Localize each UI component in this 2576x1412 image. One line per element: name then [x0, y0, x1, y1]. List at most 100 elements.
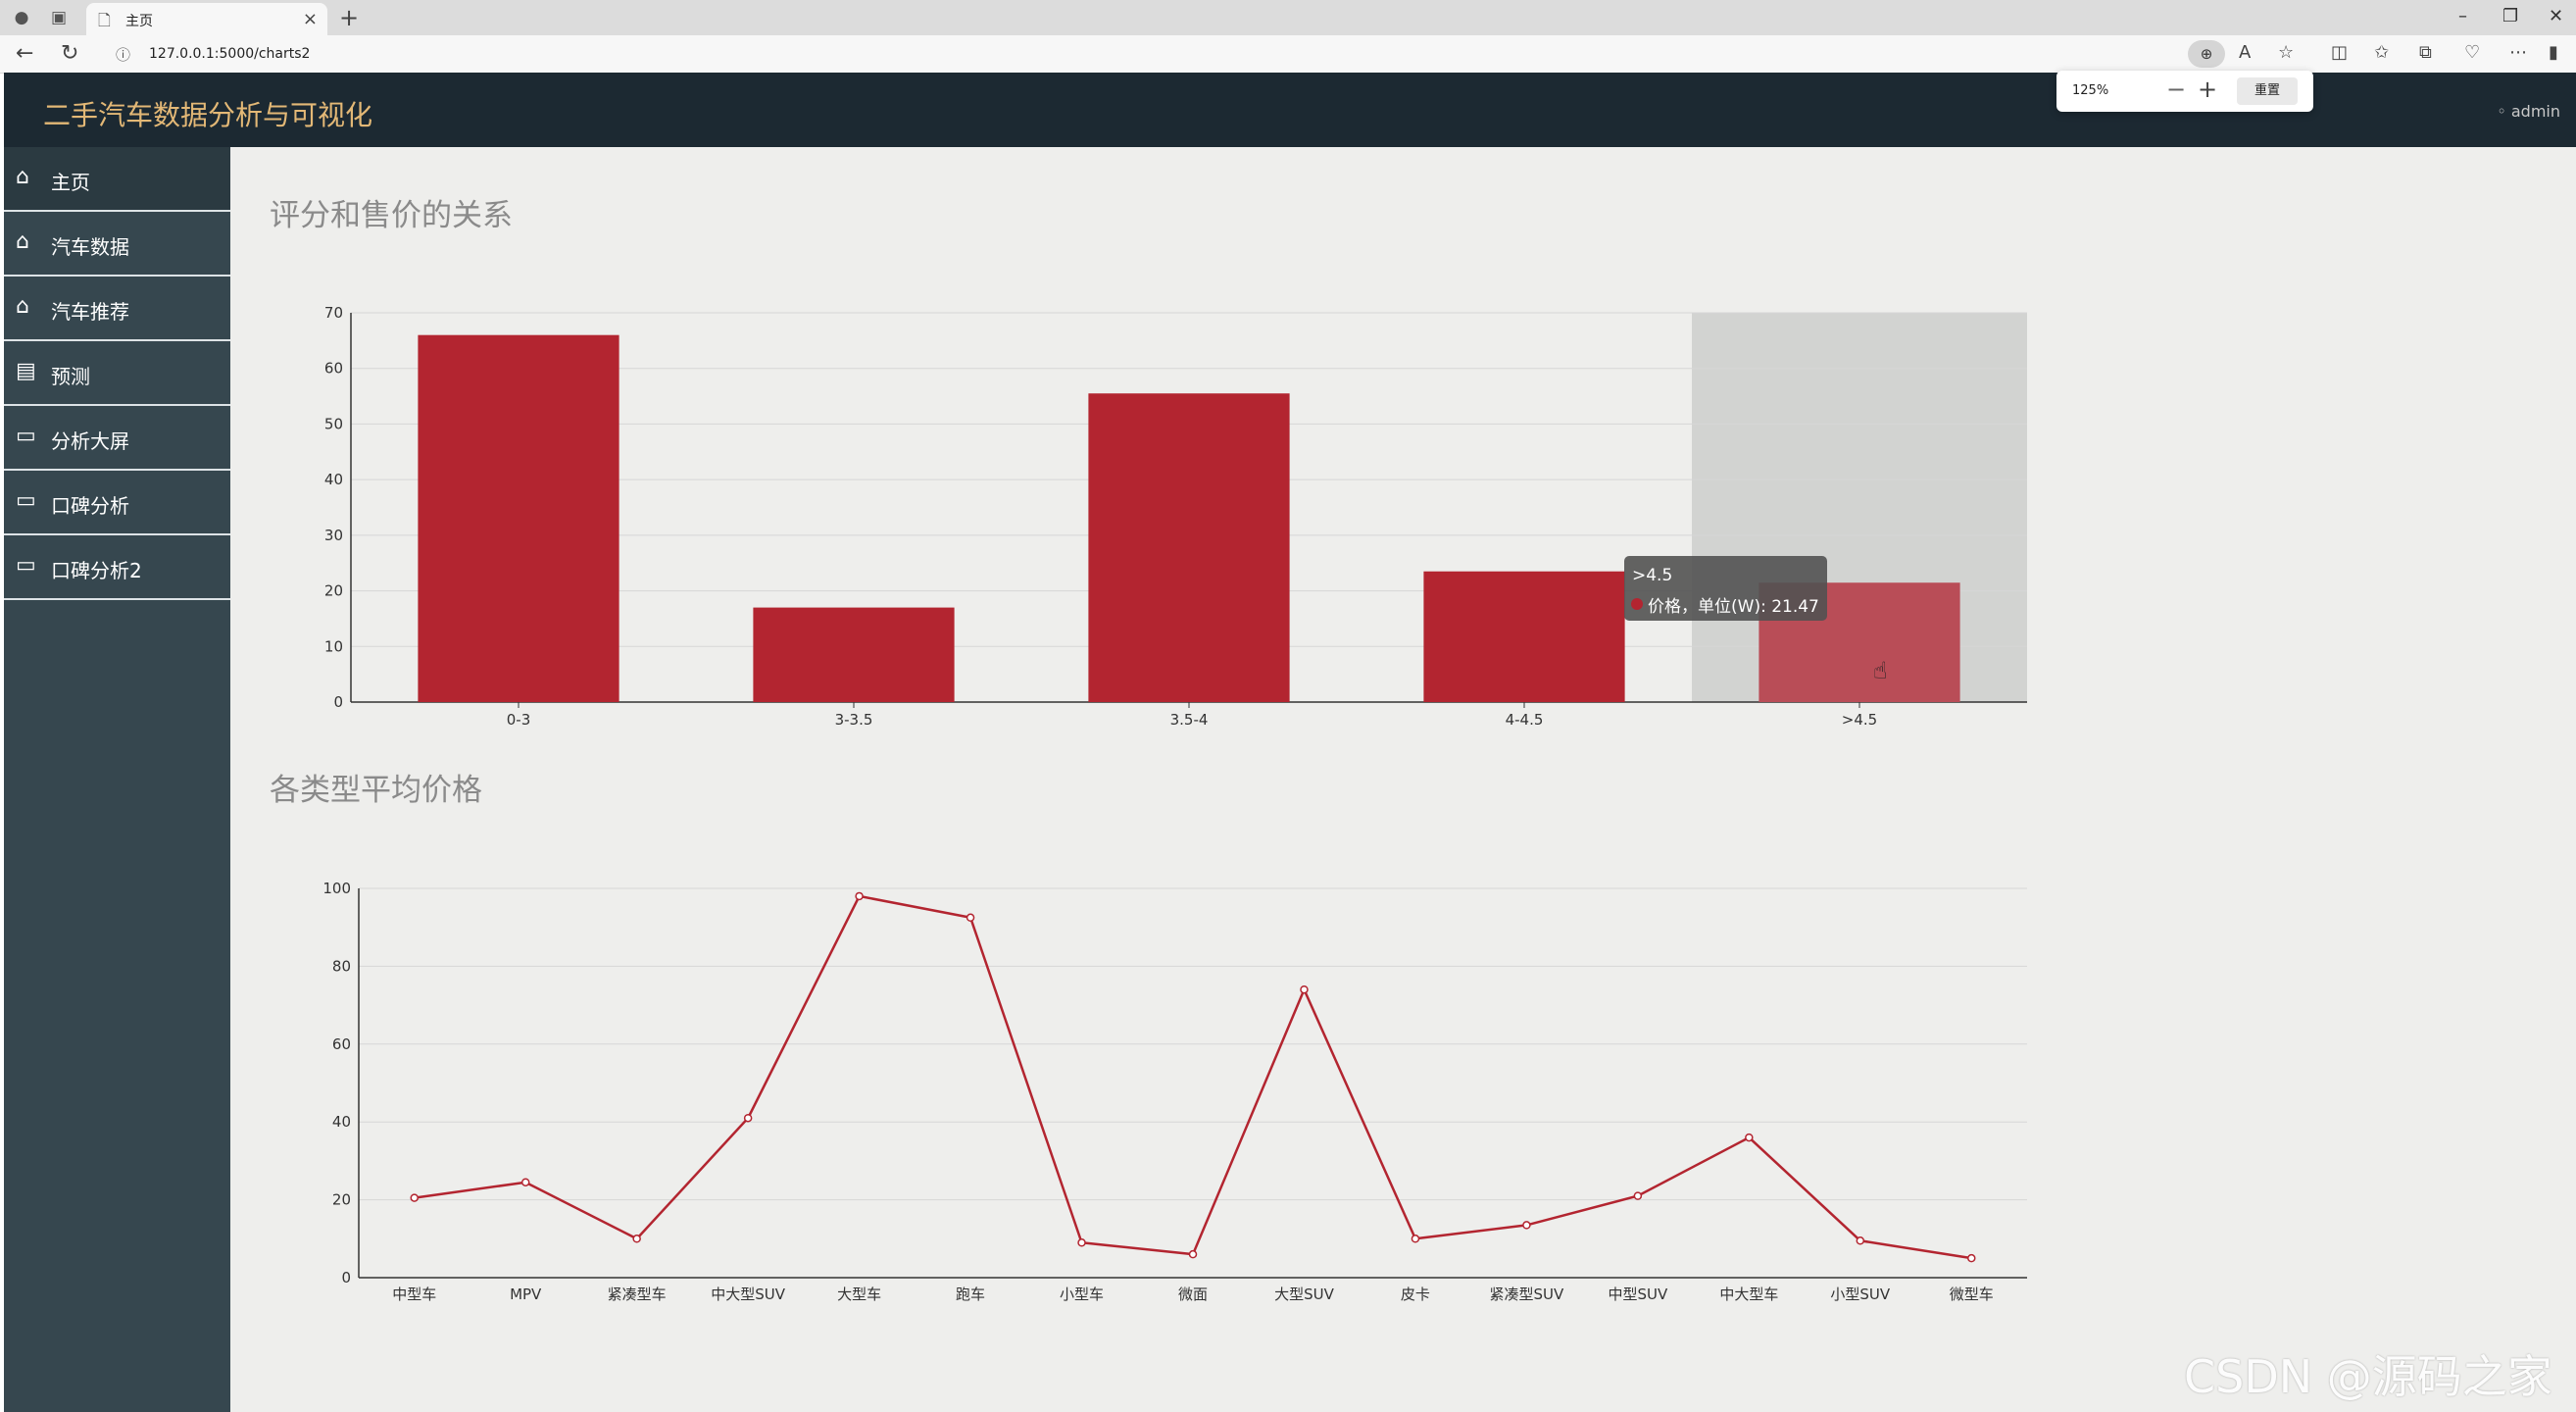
sidebar-item-reviews[interactable]: ▭ 口碑分析	[4, 471, 230, 535]
x-tick-label: MPV	[510, 1286, 542, 1303]
data-point	[1522, 1221, 1531, 1230]
zoom-level: 125%	[2072, 83, 2109, 98]
y-tick-label: 40	[324, 471, 343, 488]
zoom-popup: 125% − + 重置	[2056, 71, 2313, 112]
hand-cursor-icon: ☝	[1873, 657, 1888, 684]
zoom-icon[interactable]: ⊕	[2188, 40, 2225, 68]
x-tick-label: 中型车	[392, 1286, 436, 1303]
x-tick-label: 小型车	[1060, 1286, 1104, 1303]
y-tick-label: 10	[324, 637, 343, 655]
site-info-icon[interactable]: ⓘ	[116, 46, 131, 64]
back-icon[interactable]: ←	[16, 41, 34, 66]
sidebar-item-home[interactable]: ⌂ 主页	[4, 147, 230, 212]
sidebar-item-reviews-2[interactable]: ▭ 口碑分析2	[4, 535, 230, 600]
sidebar-item-label: 预测	[51, 365, 90, 388]
read-aloud-icon[interactable]: A	[2239, 42, 2252, 63]
user-menu[interactable]: ◦ admin	[2497, 102, 2560, 121]
sidebar-item-car-data[interactable]: ⌂ 汽车数据	[4, 212, 230, 277]
monitor-icon: ▭	[16, 424, 36, 448]
data-point	[1077, 1238, 1086, 1247]
data-point	[966, 913, 975, 923]
data-point	[632, 1235, 641, 1243]
sidebar-item-label: 分析大屏	[51, 429, 129, 453]
home-icon: ⌂	[16, 165, 29, 189]
app-title[interactable]: 二手汽车数据分析与可视化	[43, 99, 373, 131]
y-tick-label: 60	[324, 360, 343, 378]
collections-icon[interactable]: ⧉	[2419, 42, 2432, 63]
browser-tab-strip: ● ▣ 🗋 主页 × + – ❐ ✕	[0, 0, 2576, 35]
data-point	[1856, 1236, 1865, 1245]
x-tick-label: 皮卡	[1401, 1286, 1430, 1303]
y-tick-label: 60	[332, 1035, 351, 1053]
x-tick-label: 3.5-4	[1170, 711, 1209, 729]
close-tab-icon[interactable]: ×	[302, 9, 318, 29]
x-tick-label: 小型SUV	[1830, 1286, 1891, 1303]
x-tick-label: 紧凑型SUV	[1490, 1286, 1565, 1303]
sidebar: ⌂ 主页 ⌂ 汽车数据 ⌂ 汽车推荐 ▤ 预测 ▭ 分析大屏 ▭ 口碑分析 ▭ …	[4, 147, 230, 1412]
y-tick-label: 20	[324, 582, 343, 600]
data-point	[1633, 1191, 1643, 1200]
browser-tab[interactable]: 🗋 主页 ×	[86, 3, 327, 35]
data-point	[1411, 1235, 1420, 1243]
bar	[753, 607, 955, 702]
data-point	[520, 1178, 530, 1186]
zoom-out-button[interactable]: −	[2166, 76, 2187, 103]
bar	[1423, 571, 1625, 702]
browser-tab-title: 主页	[125, 14, 153, 29]
profile-icon[interactable]: ●	[14, 8, 29, 27]
y-tick-label: 70	[324, 304, 343, 322]
reload-icon[interactable]: ↻	[61, 41, 79, 66]
restore-icon[interactable]: ❐	[2502, 6, 2519, 26]
page-icon: 🗋	[98, 11, 111, 29]
browser-essentials-icon[interactable]: ♡	[2464, 42, 2481, 63]
x-tick-label: 中型SUV	[1608, 1286, 1668, 1303]
url-text[interactable]: 127.0.0.1:5000/charts2	[149, 46, 311, 62]
x-tick-label: 紧凑型车	[608, 1286, 667, 1303]
series-line	[414, 894, 1972, 1260]
x-tick-label: 微面	[1178, 1286, 1208, 1303]
tooltip-series-marker	[1631, 598, 1643, 610]
y-tick-label: 80	[332, 957, 351, 975]
sidebar-item-label: 口碑分析	[51, 494, 129, 518]
data-point	[1188, 1249, 1198, 1259]
x-tick-label: 大型SUV	[1274, 1286, 1335, 1303]
y-tick-label: 100	[322, 880, 351, 897]
zoom-in-button[interactable]: +	[2198, 76, 2218, 103]
sidebar-item-predict[interactable]: ▤ 预测	[4, 341, 230, 406]
favorite-star-icon[interactable]: ☆	[2278, 42, 2295, 63]
y-tick-label: 30	[324, 527, 343, 544]
x-tick-label: 3-3.5	[835, 711, 873, 729]
y-tick-label: 40	[332, 1113, 351, 1131]
close-window-icon[interactable]: ✕	[2549, 6, 2564, 26]
sidebar-item-label: 口碑分析2	[51, 559, 142, 582]
sidebar-item-label: 主页	[51, 171, 90, 194]
y-tick-label: 50	[324, 415, 343, 432]
data-point	[855, 891, 864, 901]
sidebar-item-label: 汽车推荐	[51, 300, 129, 324]
sidebar-item-dashboard[interactable]: ▭ 分析大屏	[4, 406, 230, 471]
bar	[418, 334, 619, 702]
x-tick-label: 中大型SUV	[711, 1286, 786, 1303]
tooltip-category: >4.5	[1632, 566, 1673, 585]
watermark: CSDN @源码之家	[2184, 1350, 2552, 1403]
sidebar-item-label: 汽车数据	[51, 235, 129, 259]
y-tick-label: 0	[333, 693, 343, 711]
tab-actions-icon[interactable]: ▣	[50, 8, 68, 27]
x-tick-label: 0-3	[507, 711, 531, 729]
zoom-reset-button[interactable]: 重置	[2237, 77, 2298, 105]
split-screen-icon[interactable]: ◫	[2331, 42, 2349, 63]
bar	[1088, 393, 1290, 702]
sidebar-toggle-icon[interactable]: ▮	[2549, 42, 2558, 63]
new-tab-button[interactable]: +	[339, 4, 360, 31]
address-bar[interactable]: ⓘ 127.0.0.1:5000/charts2	[100, 40, 2237, 68]
minimize-icon[interactable]: –	[2458, 6, 2467, 26]
x-tick-label: >4.5	[1842, 711, 1877, 729]
monitor-icon: ▭	[16, 553, 36, 578]
x-tick-label: 微型车	[1950, 1286, 1994, 1303]
more-menu-icon[interactable]: ⋯	[2509, 42, 2527, 63]
data-point	[1745, 1133, 1754, 1142]
favorites-icon[interactable]: ✩	[2374, 42, 2390, 63]
x-tick-label: 大型车	[837, 1286, 881, 1303]
sidebar-item-car-recommend[interactable]: ⌂ 汽车推荐	[4, 277, 230, 341]
